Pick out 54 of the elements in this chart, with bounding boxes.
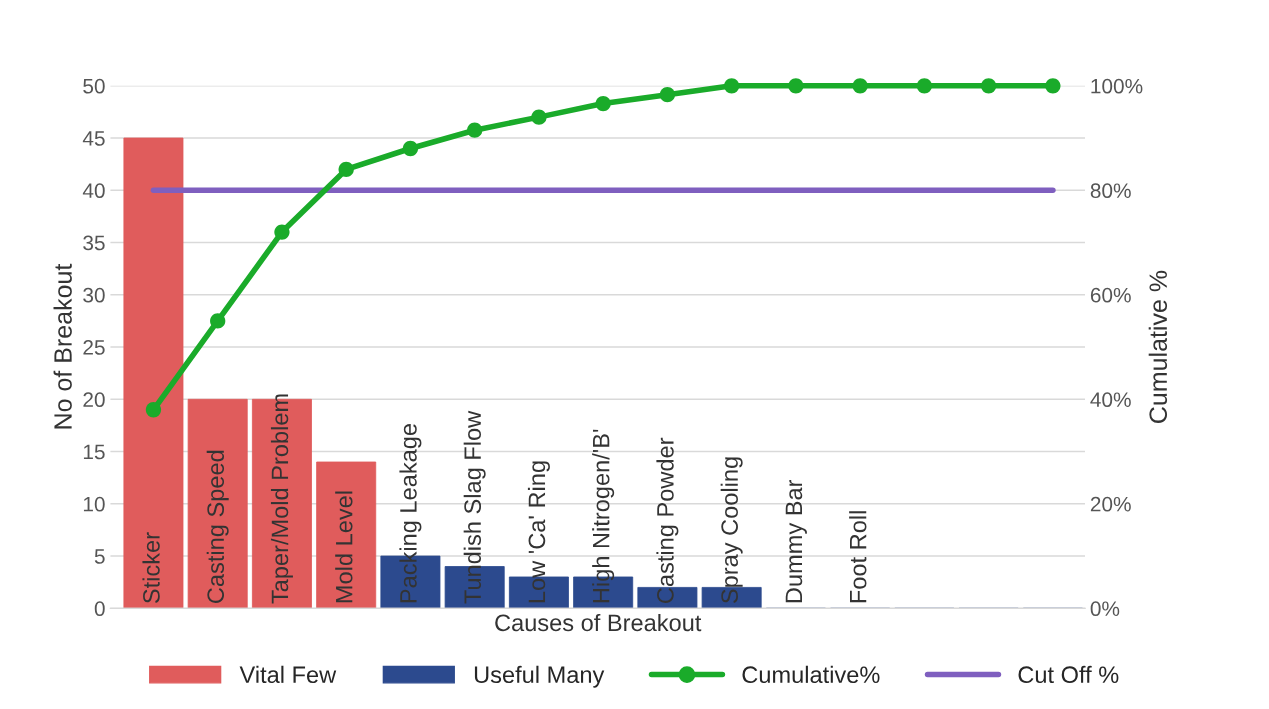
point (595, 95, 611, 112)
legend-label: Cut Off % (1018, 665, 1119, 684)
y-tick-label: 0 (94, 601, 105, 617)
y-tick-label: 5 (94, 549, 105, 564)
x-tick-label: Tundish Slag Flow (463, 410, 486, 604)
y-tick-label: 15 (83, 444, 105, 460)
x-tick-label: Casting Speed (206, 450, 229, 603)
point (659, 87, 676, 103)
y2-tick-label: 80% (1090, 183, 1131, 199)
point (145, 402, 162, 418)
y2-tick-label: 20% (1090, 496, 1131, 512)
x-tick-label: Packing Leakage (399, 424, 422, 603)
y-tick-label: 40 (82, 183, 105, 199)
y-tick-label: 25 (83, 340, 105, 355)
x-tick-label: Taper/Mold Problem (270, 394, 293, 604)
y-tick-label: 30 (83, 287, 105, 303)
bar (187, 398, 248, 609)
point (980, 78, 997, 94)
point (274, 224, 290, 240)
x-tick-label: Mold Level (335, 491, 353, 603)
bar (123, 137, 184, 609)
y-axis-title: No of Breakout (53, 263, 72, 429)
point (916, 78, 933, 94)
point (531, 109, 547, 125)
y2-tick-label: 100% (1091, 78, 1143, 94)
x-tick-label: Low 'Ca' Ring (527, 461, 550, 603)
x-tick-label: Dummy Bar (785, 479, 807, 603)
x-tick-label: Casting Powder (656, 437, 679, 603)
x-tick-label: Sticker (142, 532, 160, 604)
y-tick-label: 45 (82, 131, 105, 146)
point (788, 78, 804, 94)
y2-tick-label: 40% (1090, 392, 1131, 408)
point (467, 122, 483, 138)
bar (316, 461, 377, 609)
point (852, 78, 868, 94)
legend-label: Vital Few (239, 665, 337, 684)
legend-label: Cumulative% (742, 665, 880, 684)
point (724, 78, 740, 94)
x-tick-label: Foot Roll (849, 511, 867, 603)
y2-axis-title: Cumulative % (1148, 270, 1168, 423)
y-tick-label: 35 (83, 235, 105, 251)
y2-tick-label: 60% (1090, 287, 1131, 303)
point (210, 313, 226, 329)
y-tick-label: 20 (83, 392, 105, 408)
point (402, 140, 419, 157)
x-tick-label: Spray Cooling (720, 457, 743, 604)
y-tick-label: 10 (83, 496, 105, 512)
y2-tick-label: 0% (1090, 601, 1120, 617)
x-tick-label: High Nitrogen/'B' (592, 429, 615, 603)
legend-label: Useful Many (474, 665, 605, 688)
point (1045, 78, 1061, 94)
point (338, 161, 354, 178)
x-axis-title: Causes of Breakout (495, 613, 702, 632)
y-tick-label: 50 (83, 78, 105, 94)
